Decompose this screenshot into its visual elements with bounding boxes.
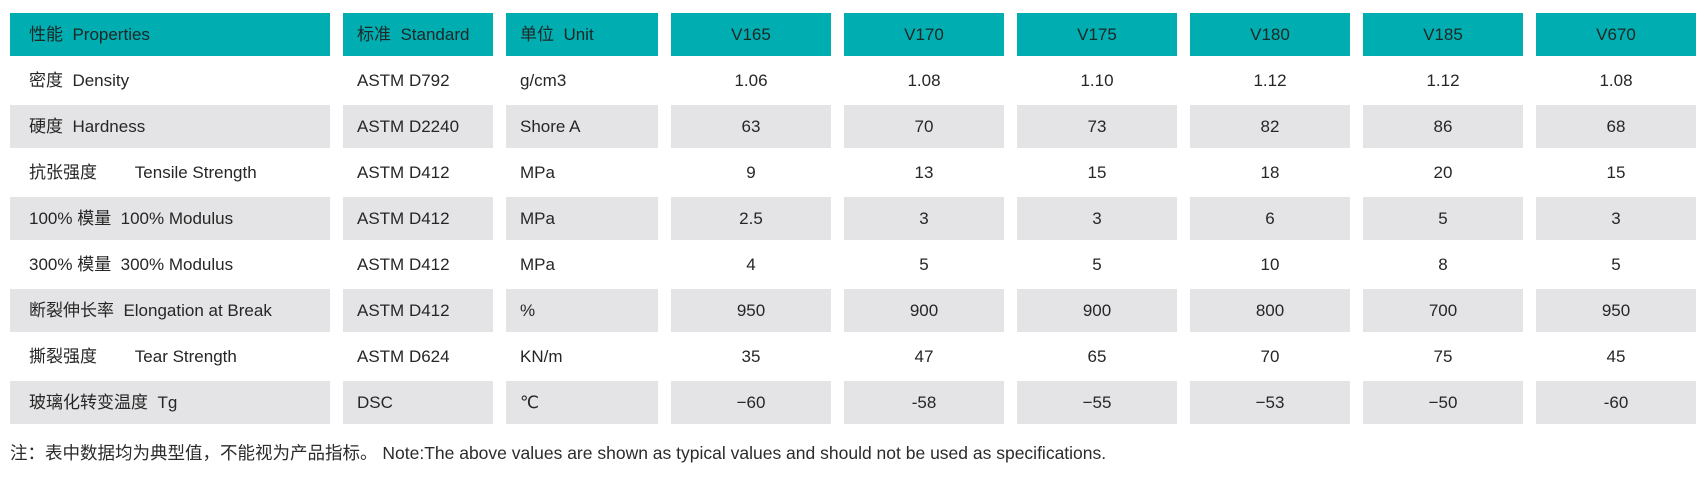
value-cell: 9 <box>746 163 756 182</box>
value-cell: 950 <box>671 289 831 332</box>
value-cell: 20 <box>1433 163 1453 182</box>
standard-cell: DSC <box>343 381 493 424</box>
column-header-v185: V185 <box>1363 13 1523 56</box>
column-header-unit: 单位 Unit <box>506 13 658 56</box>
value-cell: 45 <box>1606 347 1626 366</box>
standard-cell: ASTM D412 <box>357 163 450 182</box>
value-cell: 5 <box>1363 197 1523 240</box>
value-cell: 1.08 <box>1599 71 1633 90</box>
standard-cell: ASTM D412 <box>343 289 493 332</box>
value-cell: −60 <box>671 381 831 424</box>
standard-cell: ASTM D2240 <box>343 105 493 148</box>
property-cell: 100% 模量 100% Modulus <box>10 197 330 240</box>
value-cell: 2.5 <box>671 197 831 240</box>
value-cell: −53 <box>1190 381 1350 424</box>
footnote: 注：表中数据均为典型值，不能视为产品指标。 Note:The above val… <box>10 443 1107 463</box>
standard-cell: ASTM D792 <box>357 71 450 90</box>
standard-cell: ASTM D412 <box>357 255 450 274</box>
value-cell: 3 <box>844 197 1004 240</box>
property-cell: 断裂伸长率 Elongation at Break <box>10 289 330 332</box>
value-cell: 1.12 <box>1426 71 1460 90</box>
unit-cell: MPa <box>520 255 555 274</box>
column-header-v180: V180 <box>1190 13 1350 56</box>
property-cell: 撕裂强度 Tear Strength <box>29 347 237 366</box>
column-header-standard: 标准 Standard <box>343 13 493 56</box>
value-cell: 900 <box>844 289 1004 332</box>
value-cell: 47 <box>914 347 934 366</box>
value-cell: 900 <box>1017 289 1177 332</box>
value-cell: −55 <box>1017 381 1177 424</box>
property-cell: 抗张强度 Tensile Strength <box>29 163 257 182</box>
value-cell: 3 <box>1536 197 1696 240</box>
value-cell: 13 <box>914 163 934 182</box>
value-cell: 70 <box>844 105 1004 148</box>
value-cell: 68 <box>1536 105 1696 148</box>
value-cell: 86 <box>1363 105 1523 148</box>
properties-table: 性能 Properties 标准 Standard 单位 Unit V165 V… <box>10 13 1696 424</box>
value-cell: 73 <box>1017 105 1177 148</box>
value-cell: 5 <box>1611 255 1621 274</box>
column-header-v165: V165 <box>671 13 831 56</box>
value-cell: 1.08 <box>907 71 941 90</box>
value-cell: 800 <box>1190 289 1350 332</box>
value-cell: 4 <box>746 255 756 274</box>
unit-cell: MPa <box>520 163 555 182</box>
column-header-properties: 性能 Properties <box>10 13 330 56</box>
value-cell: −50 <box>1363 381 1523 424</box>
value-cell: 5 <box>1092 255 1102 274</box>
value-cell: 950 <box>1536 289 1696 332</box>
datasheet-page: 性能 Properties 标准 Standard 单位 Unit V165 V… <box>0 13 1708 487</box>
value-cell: 5 <box>919 255 929 274</box>
value-cell: -60 <box>1536 381 1696 424</box>
property-cell: 硬度 Hardness <box>10 105 330 148</box>
unit-cell: KN/m <box>520 347 563 366</box>
value-cell: 1.10 <box>1080 71 1114 90</box>
value-cell: 82 <box>1190 105 1350 148</box>
unit-cell: % <box>506 289 658 332</box>
column-header-v170: V170 <box>844 13 1004 56</box>
value-cell: 8 <box>1438 255 1448 274</box>
value-cell: 18 <box>1260 163 1280 182</box>
value-cell: -58 <box>844 381 1004 424</box>
value-cell: 15 <box>1606 163 1626 182</box>
standard-cell: ASTM D412 <box>343 197 493 240</box>
value-cell: 15 <box>1087 163 1107 182</box>
property-cell: 密度 Density <box>29 71 130 90</box>
unit-cell: MPa <box>506 197 658 240</box>
unit-cell: ℃ <box>506 381 658 424</box>
value-cell: 35 <box>741 347 761 366</box>
property-cell: 300% 模量 300% Modulus <box>29 255 234 274</box>
value-cell: 10 <box>1260 255 1280 274</box>
value-cell: 700 <box>1363 289 1523 332</box>
unit-cell: Shore A <box>506 105 658 148</box>
value-cell: 65 <box>1087 347 1107 366</box>
unit-cell: g/cm3 <box>520 71 567 90</box>
value-cell: 1.06 <box>734 71 768 90</box>
value-cell: 63 <box>671 105 831 148</box>
value-cell: 70 <box>1260 347 1280 366</box>
property-cell: 玻璃化转变温度 Tg <box>10 381 330 424</box>
column-header-v670: V670 <box>1536 13 1696 56</box>
standard-cell: ASTM D624 <box>357 347 450 366</box>
value-cell: 3 <box>1017 197 1177 240</box>
value-cell: 6 <box>1190 197 1350 240</box>
value-cell: 75 <box>1433 347 1453 366</box>
column-header-v175: V175 <box>1017 13 1177 56</box>
value-cell: 1.12 <box>1253 71 1287 90</box>
